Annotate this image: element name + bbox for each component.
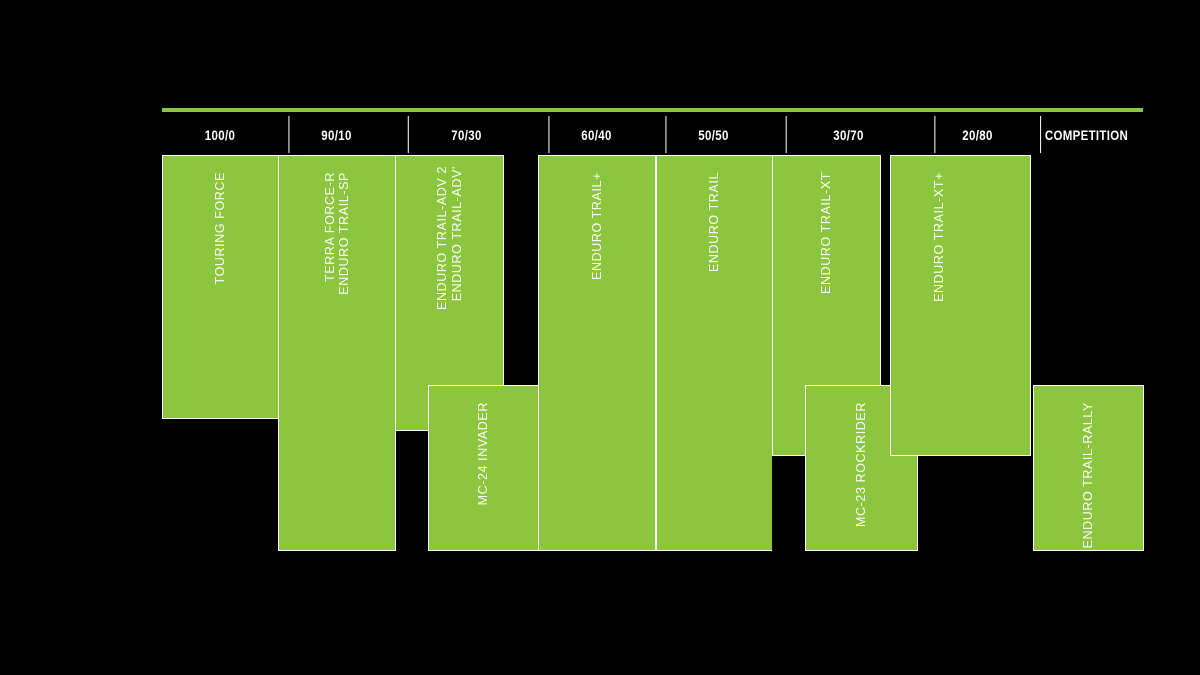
header-label: 60/40 bbox=[581, 126, 612, 143]
gap-adv-to-trail-plus bbox=[504, 155, 538, 385]
top-accent-rule bbox=[162, 108, 1143, 112]
header-label: 100/0 bbox=[204, 126, 236, 143]
header-cell-100-0[interactable]: 100/0 bbox=[172, 114, 267, 155]
bar-label-touring-force: TOURING FORCE bbox=[213, 172, 228, 285]
bar-label-enduro-trail-adv2: ENDURO TRAIL-ADV 2 bbox=[435, 166, 449, 310]
header-cell-20-80[interactable]: 20/80 bbox=[934, 114, 1020, 155]
bar-label-enduro-trail-xt: ENDURO TRAIL-XT bbox=[819, 172, 834, 294]
bar-terra-force-r[interactable]: TERRA FORCE-R ENDURO TRAIL-SP bbox=[278, 155, 396, 551]
bar-label-enduro-trail-plus: ENDURO TRAIL+ bbox=[589, 172, 604, 280]
header-label: 30/70 bbox=[833, 126, 864, 143]
bar-label-enduro-trail: ENDURO TRAIL bbox=[707, 172, 722, 273]
bar-label-mc23-rockrider: MC-23 ROCKRIDER bbox=[854, 402, 869, 527]
header-cell-70-30[interactable]: 70/30 bbox=[408, 114, 525, 155]
bar-enduro-trail-rally[interactable]: ENDURO TRAIL-RALLY bbox=[1033, 385, 1144, 551]
bar-mc24-invader[interactable]: MC-24 INVADER bbox=[428, 385, 539, 551]
bar-enduro-trail-plus[interactable]: ENDURO TRAIL+ bbox=[538, 155, 656, 551]
bar-enduro-trail-xt-plus[interactable]: ENDURO TRAIL-XT+ bbox=[890, 155, 1031, 456]
gap-xt-to-xt-plus bbox=[881, 155, 890, 385]
bar-enduro-trail[interactable]: ENDURO TRAIL bbox=[656, 155, 773, 551]
header-label: COMPETITION bbox=[1044, 126, 1129, 143]
header-cell-30-70[interactable]: 30/70 bbox=[786, 114, 911, 155]
chart-header-row: 100/0 90/10 70/30 60/40 50/50 30/70 20/8… bbox=[162, 114, 1143, 155]
gap-xt-left-shoulder bbox=[772, 456, 805, 551]
header-label: 70/30 bbox=[451, 126, 482, 143]
gap-xt-plus-bottom bbox=[918, 456, 1031, 551]
header-cell-90-10[interactable]: 90/10 bbox=[289, 114, 385, 155]
header-cell-60-40[interactable]: 60/40 bbox=[549, 114, 645, 155]
header-label: 50/50 bbox=[698, 126, 729, 143]
header-label: 20/80 bbox=[962, 126, 993, 143]
bar-label-enduro-trail-rally: ENDURO TRAIL-RALLY bbox=[1081, 402, 1096, 549]
header-cell-competition[interactable]: COMPETITION bbox=[1040, 114, 1133, 155]
bar-label-mc24-invader: MC-24 INVADER bbox=[476, 402, 491, 506]
bar-touring-force[interactable]: TOURING FORCE bbox=[162, 155, 279, 419]
bar-label-terra-force-r: TERRA FORCE-R bbox=[322, 172, 337, 282]
bar-label-enduro-trail-xt-plus: ENDURO TRAIL-XT+ bbox=[932, 172, 946, 302]
header-cell-50-50[interactable]: 50/50 bbox=[666, 114, 762, 155]
bar-label-enduro-trail-sp: ENDURO TRAIL-SP bbox=[337, 172, 351, 295]
bar-label-enduro-trail-adv: ENDURO TRAIL-ADV' bbox=[449, 166, 464, 302]
header-label: 90/10 bbox=[321, 126, 352, 143]
